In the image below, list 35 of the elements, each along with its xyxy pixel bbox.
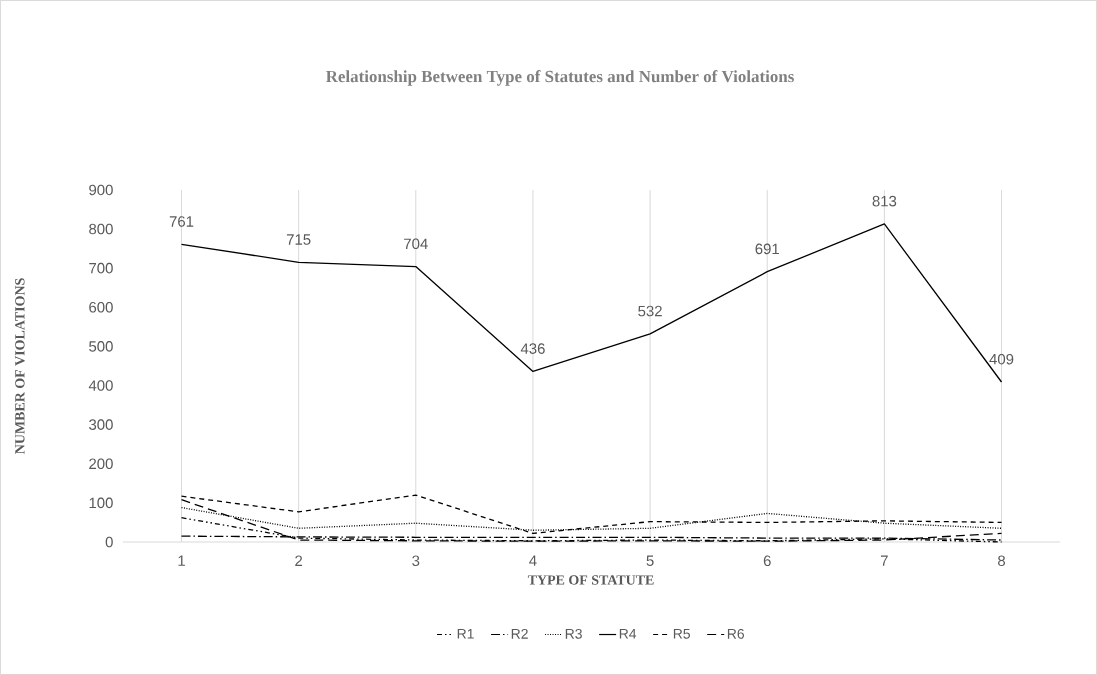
x-tick-label: 7	[880, 555, 888, 566]
legend-label: R2	[511, 628, 528, 639]
x-tick-label: 4	[529, 555, 537, 566]
data-label: 691	[755, 243, 779, 255]
y-axis-title: NUMBER OF VIOLATIONS	[15, 278, 25, 454]
x-tick-label: 2	[295, 555, 303, 566]
legend-label: R5	[673, 629, 690, 639]
y-tick-label: 0	[105, 536, 113, 548]
data-label: 715	[286, 234, 311, 245]
y-tick-label: 700	[89, 262, 113, 274]
x-tick-label: 6	[763, 555, 771, 567]
x-axis-title: TYPE OF STATUTE	[527, 575, 654, 585]
data-label: 436	[520, 343, 545, 354]
y-tick-label: 800	[89, 223, 113, 235]
x-tick-label: 8	[998, 555, 1006, 567]
y-tick-label: 900	[89, 184, 113, 196]
y-tick-label: 600	[89, 302, 113, 313]
x-tick-label: 1	[178, 555, 185, 566]
x-tick-label: 5	[646, 555, 654, 566]
legend-label: R3	[565, 628, 582, 639]
data-label: 409	[989, 353, 1014, 365]
data-label: 704	[404, 238, 428, 250]
data-label: 532	[638, 305, 662, 317]
data-label: 813	[872, 195, 897, 207]
data-label: 761	[169, 216, 194, 227]
y-tick-label: 400	[88, 380, 113, 391]
y-tick-label: 200	[89, 458, 113, 470]
legend-label: R1	[457, 629, 474, 639]
x-tick-label: 3	[412, 555, 420, 567]
y-tick-label: 300	[89, 419, 113, 430]
legend-label: R4	[619, 629, 637, 639]
legend-label: R6	[727, 628, 744, 639]
y-tick-label: 500	[89, 341, 113, 352]
y-tick-label: 100	[89, 497, 113, 509]
chart-title: Relationship Between Type of Statutes and Number of Violations	[325, 70, 794, 86]
